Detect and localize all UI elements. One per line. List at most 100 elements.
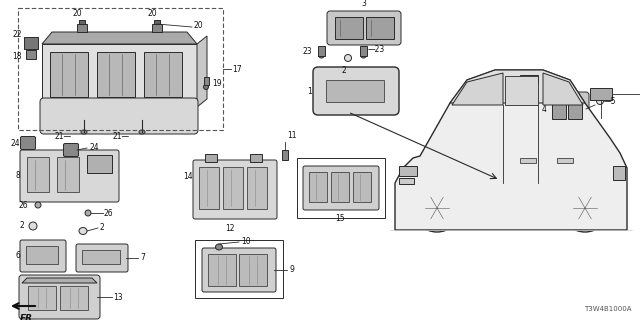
FancyBboxPatch shape [313,67,399,115]
Text: 20: 20 [193,20,203,29]
FancyBboxPatch shape [76,244,128,272]
Bar [18,8,223,130]
Circle shape [413,184,461,232]
FancyBboxPatch shape [303,166,379,210]
Bar [57,157,79,192]
Text: 21—: 21— [113,132,130,141]
Ellipse shape [139,130,145,134]
Circle shape [431,202,443,214]
Text: 1: 1 [307,86,312,95]
Bar [208,254,236,286]
Text: 2: 2 [19,221,24,230]
Bar [552,99,566,119]
FancyBboxPatch shape [202,248,276,292]
Ellipse shape [361,54,366,58]
Text: 4: 4 [541,105,546,114]
Bar [557,158,573,163]
Bar [297,158,385,218]
Bar [399,166,417,176]
Bar [195,240,283,298]
Ellipse shape [204,84,209,90]
Bar [87,155,112,173]
Ellipse shape [85,210,91,216]
FancyBboxPatch shape [545,92,589,126]
Text: 9: 9 [289,266,294,275]
Text: 18: 18 [13,52,22,61]
Bar [250,154,262,162]
Polygon shape [197,36,207,107]
Bar [205,154,217,162]
Bar [24,37,38,49]
Circle shape [579,202,591,214]
Text: T3W4B1000A: T3W4B1000A [584,306,632,312]
Circle shape [572,195,598,221]
Text: 2: 2 [342,66,346,75]
Polygon shape [395,70,627,230]
Text: 20: 20 [72,9,82,18]
Bar [26,50,36,59]
Text: 21—: 21— [55,132,72,141]
Text: 6: 6 [15,252,20,260]
Bar [590,88,612,100]
Polygon shape [452,73,503,105]
Text: 7: 7 [140,253,145,262]
Bar [60,286,88,310]
Text: 8: 8 [15,172,20,180]
Bar [27,157,49,192]
Circle shape [561,184,609,232]
Bar [79,20,85,24]
Polygon shape [42,44,197,107]
Bar [152,24,162,32]
Bar [282,150,288,160]
Bar [568,99,582,119]
Ellipse shape [29,222,37,230]
FancyBboxPatch shape [20,150,119,202]
Bar [223,167,243,209]
Text: 24: 24 [89,143,99,153]
Text: 3: 3 [362,0,367,8]
Text: 12: 12 [225,224,235,233]
Ellipse shape [596,98,604,105]
FancyBboxPatch shape [193,160,277,219]
Bar [366,17,394,39]
Bar [50,52,88,97]
FancyBboxPatch shape [20,137,35,149]
Ellipse shape [319,54,324,58]
Bar [247,167,267,209]
FancyBboxPatch shape [20,240,66,272]
Bar [399,178,414,184]
Bar [520,75,538,83]
Text: 14: 14 [184,172,193,181]
Ellipse shape [216,244,223,250]
Polygon shape [22,278,97,283]
Text: 17: 17 [232,65,242,74]
Text: 23: 23 [302,47,312,56]
Bar [326,80,384,102]
Bar [520,158,536,163]
Bar [353,172,371,202]
Bar [318,46,325,56]
Bar [204,77,209,85]
Text: 20: 20 [147,9,157,18]
Bar [77,24,87,32]
Ellipse shape [35,202,41,208]
Bar [239,254,267,286]
Text: —23: —23 [368,45,385,54]
Text: 13: 13 [113,292,123,301]
Bar [144,52,182,97]
Text: 24: 24 [10,139,20,148]
Polygon shape [42,32,197,44]
FancyBboxPatch shape [327,11,401,45]
Polygon shape [450,70,585,103]
Circle shape [424,195,450,221]
Text: FR.: FR. [20,314,36,320]
Polygon shape [505,76,538,105]
Text: 2: 2 [100,223,105,233]
Bar [28,286,56,310]
Bar [613,166,625,180]
Bar [26,246,58,264]
Text: 22: 22 [13,30,22,39]
Text: 19: 19 [212,79,221,89]
Text: 10: 10 [241,237,251,246]
Bar [82,250,120,264]
